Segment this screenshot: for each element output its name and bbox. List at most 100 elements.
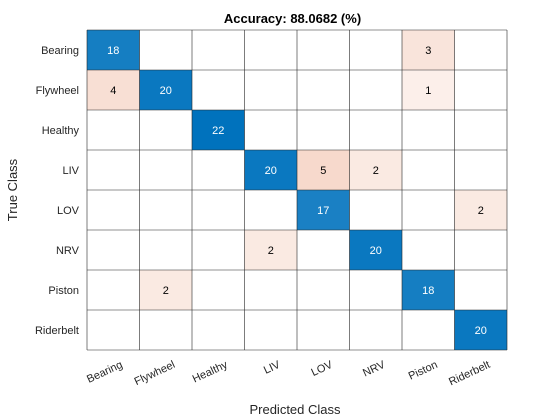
matrix-cell-nrv-healthy [192,230,245,270]
matrix-cell-lov-healthy [192,190,245,230]
matrix-cell-nrv-lov [297,230,350,270]
y-tick-label: Piston [48,285,79,297]
cell-value-label: 20 [475,325,487,337]
matrix-cell-piston-healthy [192,270,245,310]
matrix-cell-flywheel-riderbelt [454,70,507,110]
matrix-cell-bearing-flywheel [139,30,192,70]
matrix-cell-flywheel-liv [244,70,297,110]
matrix-cell-healthy-liv [244,110,297,150]
matrix-cell-lov-flywheel [139,190,192,230]
matrix-cell-lov-bearing [87,190,140,230]
matrix-cell-healthy-bearing [87,110,140,150]
x-tick-label: Riderbelt [447,359,492,388]
matrix-grid [86,29,508,351]
cell-value-label: 5 [320,165,326,177]
matrix-cell-piston-nrv [349,270,402,310]
cell-value-label: 20 [370,245,382,257]
matrix-cell-flywheel-healthy [192,70,245,110]
y-axis-label: True Class [5,158,20,221]
y-tick-label: LOV [57,205,80,217]
matrix-cell-riderbelt-liv [244,310,297,350]
matrix-cell-liv-liv [244,150,297,190]
cell-value-label: 18 [107,45,119,57]
chart-title: Accuracy: 88.0682 (%) [224,11,361,26]
cell-value-label: 20 [160,85,172,97]
cell-value-label: 18 [422,285,434,297]
x-tick-label: Flywheel [133,359,177,388]
matrix-cell-lov-riderbelt [454,190,507,230]
matrix-cell-nrv-riderbelt [454,230,507,270]
matrix-cell-liv-bearing [87,150,140,190]
cell-value-label: 2 [268,245,274,257]
cell-value-label: 3 [425,45,431,57]
x-tick-label: Healthy [191,359,230,386]
y-tick-label: NRV [56,245,80,257]
x-axis-label: Predicted Class [249,402,341,417]
matrix-cell-piston-bearing [87,270,140,310]
matrix-cell-flywheel-piston [402,70,455,110]
matrix-cell-bearing-piston [402,30,455,70]
cell-value-label: 22 [212,125,224,137]
matrix-cell-healthy-healthy [192,110,245,150]
y-tick-label: LIV [62,165,79,177]
matrix-cell-lov-piston [402,190,455,230]
cell-value-label: 20 [265,165,277,177]
matrix-cell-riderbelt-healthy [192,310,245,350]
matrix-cell-piston-riderbelt [454,270,507,310]
matrix-cell-flywheel-bearing [87,70,140,110]
matrix-cell-riderbelt-piston [402,310,455,350]
matrix-cell-flywheel-nrv [349,70,402,110]
matrix-cell-liv-riderbelt [454,150,507,190]
matrix-cell-bearing-healthy [192,30,245,70]
y-tick-label: Bearing [41,45,79,57]
matrix-cell-riderbelt-flywheel [139,310,192,350]
matrix-cell-piston-liv [244,270,297,310]
matrix-cell-liv-flywheel [139,150,192,190]
cell-value-label: 4 [110,85,116,97]
matrix-cell-riderbelt-lov [297,310,350,350]
matrix-cell-flywheel-lov [297,70,350,110]
x-tick-label: NRV [361,359,388,380]
matrix-cell-bearing-lov [297,30,350,70]
matrix-cell-riderbelt-riderbelt [454,310,507,350]
matrix-cell-nrv-liv [244,230,297,270]
y-tick-labels: Bearing Flywheel Healthy LIV LOV NRV Piston Rid… [35,45,80,337]
matrix-cell-lov-nrv [349,190,402,230]
matrix-cell-piston-flywheel [139,270,192,310]
matrix-cell-piston-piston [402,270,455,310]
matrix-cell-bearing-nrv [349,30,402,70]
x-tick-label: Bearing [85,359,124,386]
x-tick-label: LIV [262,359,283,377]
matrix-cell-lov-lov [297,190,350,230]
cell-value-label: 2 [163,285,169,297]
x-tick-label: LOV [309,359,335,379]
matrix-cell-flywheel-flywheel [139,70,192,110]
matrix-cell-nrv-bearing [87,230,140,270]
matrix-cell-healthy-lov [297,110,350,150]
matrix-cell-piston-lov [297,270,350,310]
cell-value-label: 2 [478,205,484,217]
matrix-cell-riderbelt-bearing [87,310,140,350]
matrix-cell-liv-healthy [192,150,245,190]
matrix-cell-bearing-riderbelt [454,30,507,70]
y-tick-label: Flywheel [36,85,79,97]
matrix-cell-riderbelt-nrv [349,310,402,350]
y-tick-label: Healthy [42,125,80,137]
matrix-cell-healthy-nrv [349,110,402,150]
matrix-cell-nrv-nrv [349,230,402,270]
matrix-cell-liv-lov [297,150,350,190]
cell-value-label: 2 [373,165,379,177]
matrix-cell-healthy-piston [402,110,455,150]
matrix-cell-nrv-flywheel [139,230,192,270]
matrix-cell-healthy-flywheel [139,110,192,150]
matrix-cell-bearing-bearing [87,30,140,70]
matrix-cell-nrv-piston [402,230,455,270]
matrix-cell-liv-piston [402,150,455,190]
matrix-cell-bearing-liv [244,30,297,70]
matrix-cell-liv-nrv [349,150,402,190]
x-tick-label: Piston [407,359,440,383]
matrix-cell-lov-liv [244,190,297,230]
x-tick-labels: Bearing Flywheel Healthy LIV LOV NRV Piston Rid… [85,359,492,389]
